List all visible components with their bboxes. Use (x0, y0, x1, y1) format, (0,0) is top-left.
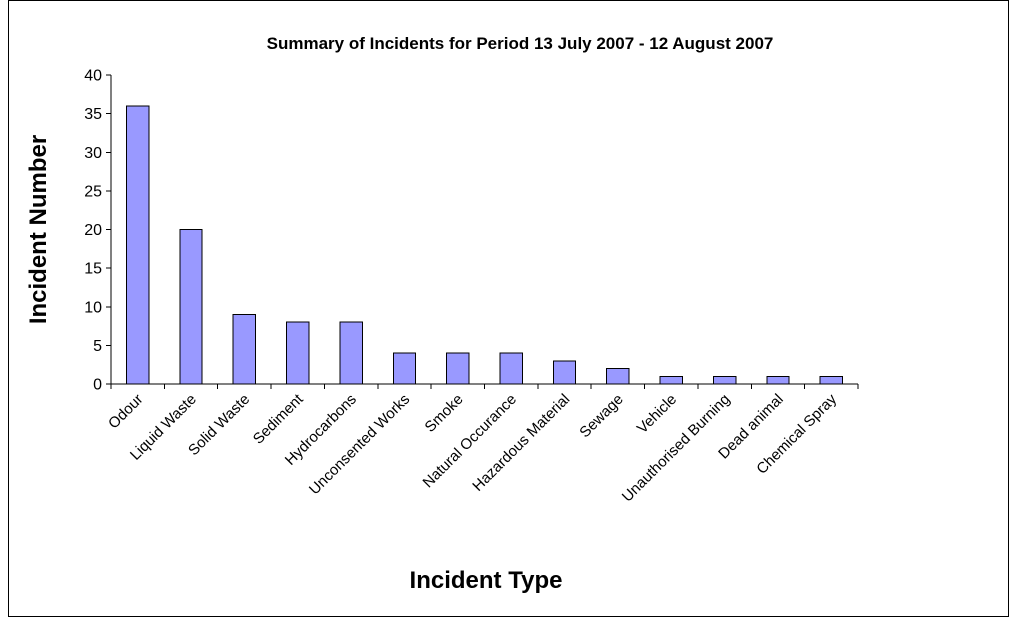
bars-group (126, 105, 843, 385)
y-axis-title: Incident Number (25, 135, 52, 324)
bar-0 (126, 105, 150, 385)
bar-5 (392, 352, 417, 385)
y-tick-label-6: 30 (84, 145, 102, 162)
y-tick-label-4: 20 (84, 222, 102, 239)
y-tick-label-2: 10 (84, 299, 102, 316)
chart-frame (8, 0, 1009, 617)
bar-12 (766, 375, 790, 385)
bar-2 (232, 314, 257, 385)
bar-8 (552, 360, 577, 385)
y-tick-label-7: 35 (84, 106, 102, 123)
bar-7 (499, 352, 523, 385)
bar-3 (286, 321, 310, 385)
bar-6 (446, 352, 470, 385)
bar-4 (339, 321, 363, 385)
x-axis-title: Incident Type (410, 567, 563, 594)
y-tick-label-1: 5 (93, 338, 102, 355)
bar-13 (819, 375, 843, 385)
y-tick-label-0: 0 (93, 377, 102, 394)
bar-10 (659, 375, 683, 385)
y-tick-label-3: 15 (84, 261, 102, 278)
chart-title: Summary of Incidents for Period 13 July … (267, 34, 774, 53)
bar-1 (179, 229, 203, 385)
y-axis: 0 5 10 15 20 25 30 35 40 (84, 68, 112, 394)
y-tick-label-8: 40 (84, 68, 102, 85)
bar-11 (712, 375, 737, 385)
bar-9 (606, 368, 630, 385)
y-tick-label-5: 25 (84, 183, 102, 200)
